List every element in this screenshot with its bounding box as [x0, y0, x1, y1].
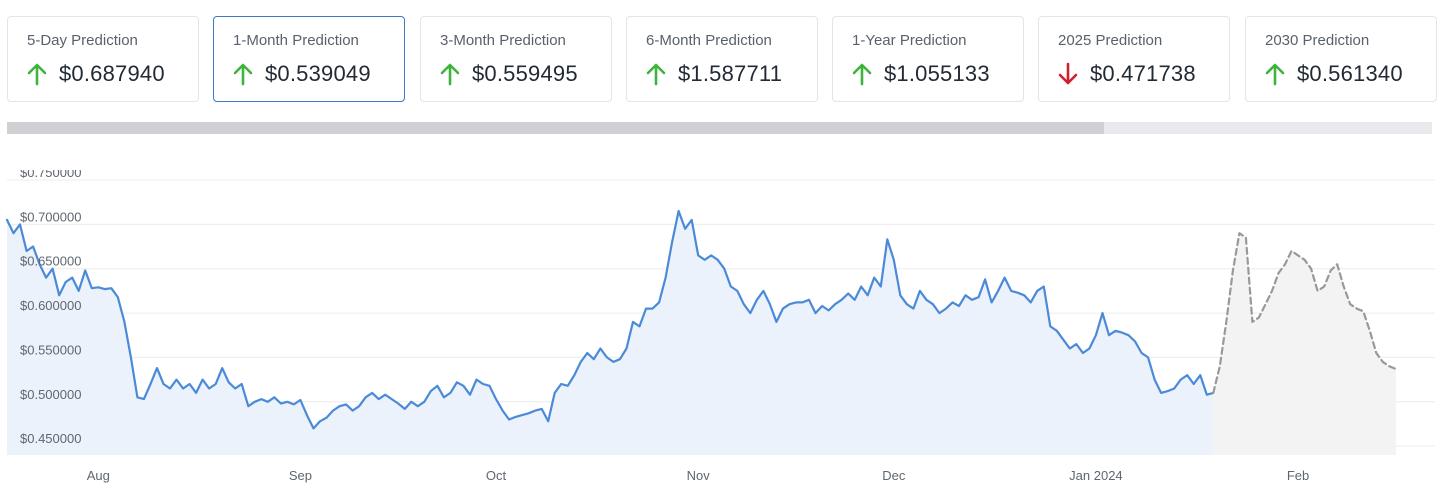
arrow-up-icon [233, 63, 253, 86]
card-value: $1.055133 [884, 61, 990, 86]
card-value-row: $0.539049 [233, 61, 371, 87]
chart-areas [7, 211, 1396, 455]
card-value-row: $0.561340 [1265, 61, 1403, 87]
prediction-card-5-day[interactable]: 5-Day Prediction $0.687940 [7, 16, 199, 102]
y-tick-label: $0.650000 [20, 254, 81, 269]
y-tick-label: $0.550000 [20, 342, 81, 357]
forecast-area [1213, 233, 1396, 455]
card-value: $0.687940 [59, 61, 165, 86]
card-value-row: $1.055133 [852, 61, 990, 87]
y-tick-label: $0.750000 [20, 170, 81, 180]
y-axis-ticks: $0.450000 $0.500000 $0.550000 $0.600000 $0.6… [20, 170, 81, 446]
card-label: 2030 Prediction [1265, 32, 1370, 49]
arrow-up-icon [646, 63, 666, 86]
card-value-row: $0.559495 [440, 61, 578, 87]
card-value: $1.587711 [678, 61, 783, 86]
history-line [5, 209, 1215, 430]
x-tick-label: Aug [87, 468, 110, 483]
arrow-down-icon [1058, 62, 1078, 85]
arrow-up-icon [852, 63, 872, 86]
prediction-card-3-month[interactable]: 3-Month Prediction $0.559495 [420, 16, 612, 102]
card-label: 3-Month Prediction [440, 32, 566, 49]
prediction-card-1-month[interactable]: 1-Month Prediction $0.539049 [213, 16, 405, 102]
history-area [7, 211, 1214, 455]
prediction-cards-strip: 5-Day Prediction $0.687940 1-Month Predi… [7, 16, 1442, 104]
chart-lines [5, 209, 1397, 430]
card-label: 2025 Prediction [1058, 32, 1163, 49]
x-tick-label: Sep [289, 468, 312, 483]
x-tick-label: Oct [486, 468, 507, 483]
y-tick-label: $0.450000 [20, 431, 81, 446]
card-value-row: $1.587711 [646, 61, 782, 87]
card-value: $0.559495 [472, 61, 578, 86]
card-value: $0.471738 [1090, 61, 1196, 86]
cards-scrollbar[interactable] [7, 122, 1432, 134]
x-tick-label: Jan 2024 [1069, 468, 1123, 483]
prediction-card-2025[interactable]: 2025 Prediction $0.471738 [1038, 16, 1230, 102]
y-tick-label: $0.600000 [20, 298, 81, 313]
forecast-line [1212, 232, 1397, 394]
card-label: 5-Day Prediction [27, 32, 138, 49]
card-label: 6-Month Prediction [646, 32, 772, 49]
arrow-up-icon [1265, 63, 1285, 86]
cards-scrollbar-thumb[interactable] [7, 122, 1105, 134]
prediction-card-2030[interactable]: 2030 Prediction $0.561340 [1245, 16, 1437, 102]
card-value-row: $0.687940 [27, 61, 165, 87]
card-label: 1-Month Prediction [233, 32, 359, 49]
price-prediction-chart: $0.450000 $0.500000 $0.550000 $0.600000 $0.6… [5, 170, 1435, 483]
arrow-up-icon [440, 63, 460, 86]
x-tick-label: Feb [1287, 468, 1309, 483]
x-axis-ticks: Aug Sep Oct Nov Dec Jan 2024 Feb [87, 468, 1310, 483]
card-value: $0.561340 [1297, 61, 1403, 86]
prediction-card-6-month[interactable]: 6-Month Prediction $1.587711 [626, 16, 818, 102]
x-tick-label: Dec [882, 468, 906, 483]
arrow-up-icon [27, 63, 47, 86]
card-label: 1-Year Prediction [852, 32, 967, 49]
card-value: $0.539049 [265, 61, 371, 86]
x-tick-label: Nov [687, 468, 711, 483]
y-tick-label: $0.500000 [20, 387, 81, 402]
y-tick-label: $0.700000 [20, 209, 81, 224]
card-value-row: $0.471738 [1058, 61, 1196, 87]
prediction-card-1-year[interactable]: 1-Year Prediction $1.055133 [832, 16, 1024, 102]
